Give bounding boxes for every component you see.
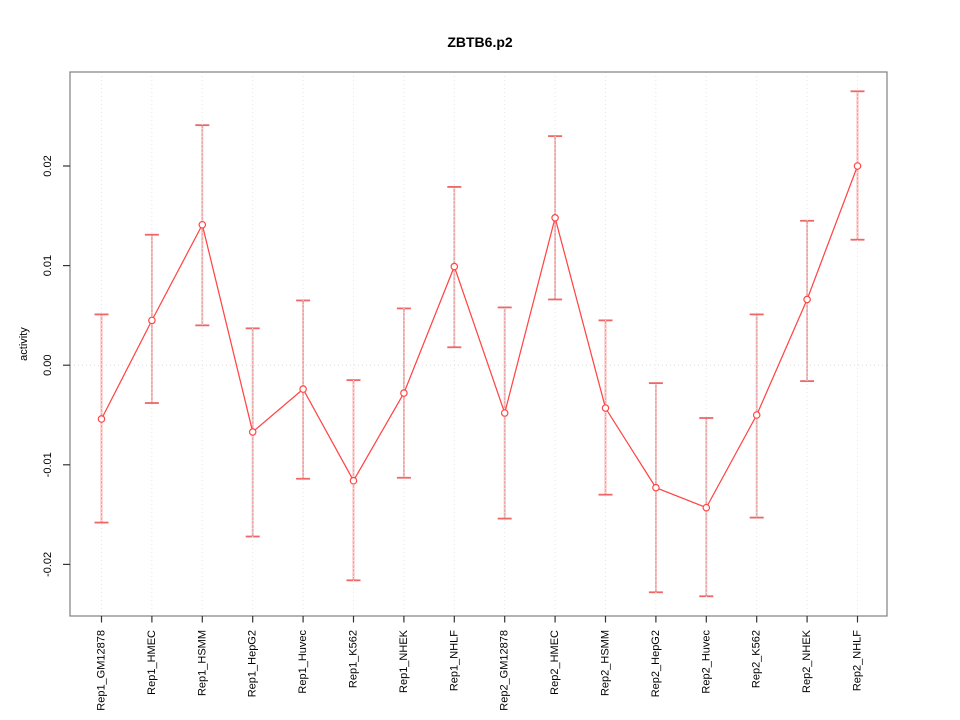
data-point-marker	[349, 476, 358, 485]
data-point-marker	[400, 389, 408, 397]
x-category-label: Rep1_HepG2	[247, 630, 259, 697]
data-point-marker	[853, 162, 862, 170]
y-axis-title: activity	[18, 327, 30, 361]
data-point-marker	[652, 483, 660, 492]
data-point-marker	[148, 316, 156, 325]
x-category-label: Rep2_HMEC	[549, 630, 561, 695]
data-point-marker	[551, 213, 559, 222]
x-category-label: Rep1_K562	[348, 630, 360, 688]
data-point-marker	[299, 385, 307, 393]
data-point-marker	[198, 220, 207, 229]
y-tick-label: 0.02	[42, 155, 54, 176]
x-category-label: Rep2_GM12878	[499, 630, 511, 711]
x-category-label: Rep2_HepG2	[650, 630, 662, 697]
data-point-marker	[450, 262, 459, 271]
x-category-label: Rep2_NHLF	[852, 630, 864, 691]
plot-box	[69, 71, 888, 617]
data-point-marker	[803, 295, 811, 304]
series-line	[100, 165, 859, 509]
x-category-label: Rep1_NHEK	[398, 629, 410, 693]
x-category-label: Rep1_GM12878	[96, 630, 108, 711]
data-point-marker	[500, 409, 509, 417]
data-point-marker	[248, 428, 257, 436]
data-point-marker	[752, 411, 761, 419]
data-point-marker	[97, 415, 106, 423]
x-category-label: Rep1_HSMM	[196, 630, 208, 696]
x-category-label: Rep1_HMEC	[146, 630, 158, 695]
x-category-label: Rep2_HSMM	[600, 630, 612, 696]
x-category-label: Rep2_Huvec	[700, 630, 712, 694]
y-tick-label: 0.00	[42, 354, 54, 375]
x-category-label: Rep2_K562	[751, 630, 763, 688]
y-tick-label: 0.01	[42, 255, 54, 276]
data-point-marker	[702, 503, 711, 512]
y-tick-label: -0.02	[42, 552, 54, 577]
x-category-label: Rep2_NHEK	[801, 629, 813, 693]
data-point-marker	[601, 404, 610, 412]
x-category-label: Rep1_NHLF	[448, 630, 460, 691]
chart-title: ZBTB6.p2	[447, 34, 513, 50]
y-tick-label: -0.01	[42, 452, 54, 477]
x-category-label: Rep1_Huvec	[297, 630, 309, 694]
